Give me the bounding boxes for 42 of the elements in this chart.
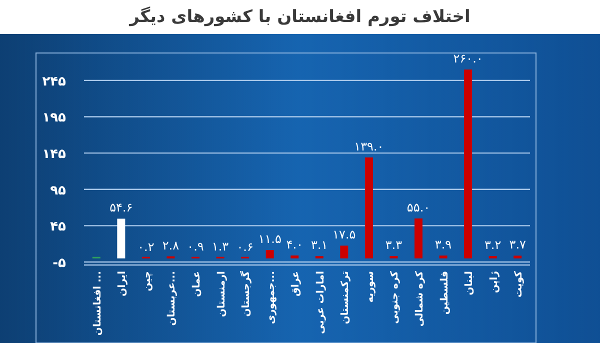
- y-tick-label: ۱۹۵: [42, 110, 66, 126]
- x-tick-label: عمان: [192, 271, 202, 297]
- x-tick-label: عراق: [290, 271, 302, 296]
- data-label: ۳.۷: [509, 238, 527, 252]
- data-label: ۱۳۹.۰: [354, 139, 384, 154]
- x-tick-label: ارمنستان: [216, 271, 228, 318]
- x-tick-label: کره شمالی: [414, 270, 426, 327]
- data-label: ۳.۳: [385, 238, 403, 252]
- data-label: ۰.۹: [187, 240, 204, 254]
- data-label: ۳.۲: [484, 238, 502, 252]
- y-tick-label: ۹۵: [50, 183, 66, 198]
- x-tick-label: عربستان...: [166, 271, 178, 326]
- data-label: ۲.۸: [162, 238, 180, 252]
- y-tick-label: ۲۴۵: [42, 74, 66, 90]
- data-label: ۳.۹: [434, 238, 452, 252]
- x-tick-label: جمهوری...: [266, 271, 277, 324]
- x-tick-label: افغانستان ...: [92, 271, 104, 336]
- y-tick-label: -۵: [52, 256, 66, 271]
- chart-title: اختلاف تورم افغانستان با کشورهای دیگر: [128, 6, 470, 27]
- data-label: ۱۷.۵: [332, 228, 356, 242]
- y-tick-label: ۴۵: [50, 220, 66, 235]
- x-tick-label: کره جنوبی: [390, 270, 401, 324]
- data-label: ۳.۱: [311, 238, 328, 252]
- x-tick-label: کویت: [514, 270, 525, 298]
- x-tick-label: ترکمنستان: [340, 270, 352, 324]
- x-tick-label: گرجستان: [239, 270, 252, 317]
- x-tick-label: لبنان: [464, 271, 476, 296]
- data-label: ۰.۲: [138, 240, 154, 254]
- data-label: ۲۶۰.۰: [453, 52, 483, 66]
- y-tick-label: ۱۴۵: [42, 147, 66, 162]
- data-label: ۵۵.۰: [406, 200, 430, 214]
- x-tick-label: سوریه: [364, 270, 376, 303]
- x-tick-label: امارات عربی: [315, 271, 326, 334]
- x-tick-label: ژاپن: [488, 270, 500, 293]
- data-label: ۰.۶: [236, 240, 254, 254]
- x-tick-label: فلسطین: [439, 271, 450, 315]
- data-label: ۴.۰: [286, 237, 303, 252]
- data-label: ۱۱.۵: [258, 232, 282, 246]
- x-tick-label: ایران: [117, 271, 128, 296]
- x-tick-label: چین: [142, 271, 153, 292]
- data-label: ۱.۳: [212, 239, 230, 254]
- data-label: ۵۴.۶: [110, 200, 133, 215]
